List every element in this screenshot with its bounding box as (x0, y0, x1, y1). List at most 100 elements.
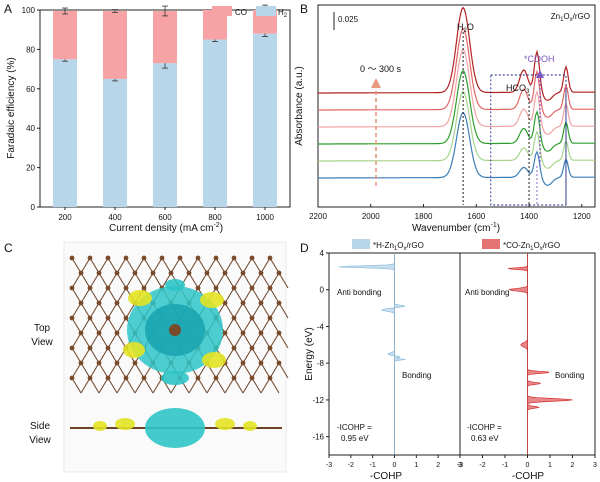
c-bond (188, 377, 199, 394)
c-atom (195, 285, 201, 291)
c-atom (141, 255, 147, 261)
anti-bonding-label-left: Anti bonding (337, 288, 381, 297)
c-bond (71, 332, 82, 349)
legend-swatch-h (352, 239, 370, 249)
c-bond (260, 362, 271, 379)
c-bond (116, 332, 127, 349)
c-bond (116, 257, 127, 274)
c-bond (116, 377, 127, 394)
panel-letter-b: B (300, 2, 308, 16)
c-atom (96, 300, 102, 306)
top-view-label-2: View (31, 337, 53, 348)
c-bond (134, 257, 145, 274)
c-atom (87, 285, 93, 291)
c-bond (107, 332, 118, 349)
plot-frame-b (317, 4, 596, 208)
c-bond (134, 272, 145, 289)
c-atom (249, 315, 255, 321)
c-bond (89, 347, 100, 364)
c-bond (269, 362, 280, 379)
x-tick-label-a: 1000 (256, 213, 274, 222)
c-bond (80, 302, 91, 319)
c-bond (80, 377, 91, 394)
c-bond (89, 332, 100, 349)
icohp-label-left: -ICOHP = (337, 423, 372, 432)
c-bond (89, 257, 100, 274)
x-tick-label-d: -3 (457, 462, 463, 469)
c-bond (107, 272, 118, 289)
c-bond (71, 377, 82, 394)
c-atom (204, 270, 210, 276)
c-atom (141, 285, 147, 291)
c-bond (71, 362, 82, 379)
c-bond (116, 362, 127, 379)
c-atom (69, 285, 75, 291)
c-bond (278, 302, 289, 319)
y-tick-label-a: 20 (26, 164, 35, 173)
c-bond (80, 287, 91, 304)
peak-label-h2o: H2O (457, 22, 474, 34)
c-bond (251, 287, 262, 304)
c-bond (80, 317, 91, 334)
c-bond (71, 287, 82, 304)
c-bond (125, 362, 136, 379)
x-tick-label-b: 1400 (520, 212, 538, 221)
c-bond (98, 287, 109, 304)
x-axis-a: 200 400 600 800 1000 (58, 207, 274, 222)
c-atom (177, 255, 183, 261)
x-axis-label-d-right: -COHP (512, 471, 545, 482)
c-bond (179, 257, 190, 274)
c-bond (206, 257, 217, 274)
c-atom (267, 315, 273, 321)
spectrum-line (318, 90, 595, 169)
c-bond (80, 362, 91, 379)
c-bond (224, 257, 235, 274)
c-atom (69, 345, 75, 351)
c-atom (87, 255, 93, 261)
c-atom (240, 270, 246, 276)
c-bond (233, 362, 244, 379)
c-atom (267, 345, 273, 351)
c-bond (134, 362, 145, 379)
c-bond (143, 377, 154, 394)
c-bond (233, 257, 244, 274)
x-tick-label-d: 1 (414, 462, 418, 469)
c-atom (87, 375, 93, 381)
panel-letter-a: A (4, 2, 12, 16)
y-tick-label-a: 40 (26, 124, 35, 133)
c-atom (195, 255, 201, 261)
x-tick-label-d: -2 (479, 462, 485, 469)
c-atom (258, 270, 264, 276)
x-tick-label-b: 1600 (467, 212, 485, 221)
y-tick-label-d: 4 (320, 249, 325, 258)
x-tick-label-a: 400 (108, 213, 122, 222)
c-bond (269, 302, 280, 319)
c-bond (188, 272, 199, 289)
c-bond (260, 302, 271, 319)
c-bond (233, 287, 244, 304)
c-bond (161, 257, 172, 274)
c-bond (260, 287, 271, 304)
c-bond (80, 257, 91, 274)
c-atom (87, 345, 93, 351)
legend-swatch-h2 (256, 6, 276, 16)
y-axis-label-b: Absorbance (a.u.) (294, 66, 305, 146)
icohp-value-right: 0.63 eV (471, 434, 499, 443)
c-atom (267, 285, 273, 291)
spectrum-line (318, 27, 595, 118)
x-tick-label-d: -3 (326, 462, 332, 469)
c-atom (168, 270, 174, 276)
y-tick-label-d: -12 (312, 396, 324, 405)
c-atom (276, 360, 282, 366)
c-atom (213, 285, 219, 291)
c-bond (242, 332, 253, 349)
c-atom (231, 255, 237, 261)
c-bond (80, 332, 91, 349)
c-bond (233, 347, 244, 364)
x-tick-label-d: 3 (593, 462, 597, 469)
c-atom (78, 270, 84, 276)
c-bond (89, 317, 100, 334)
c-atom (123, 255, 129, 261)
c-atom (267, 255, 273, 261)
bar-h2 (203, 39, 227, 207)
